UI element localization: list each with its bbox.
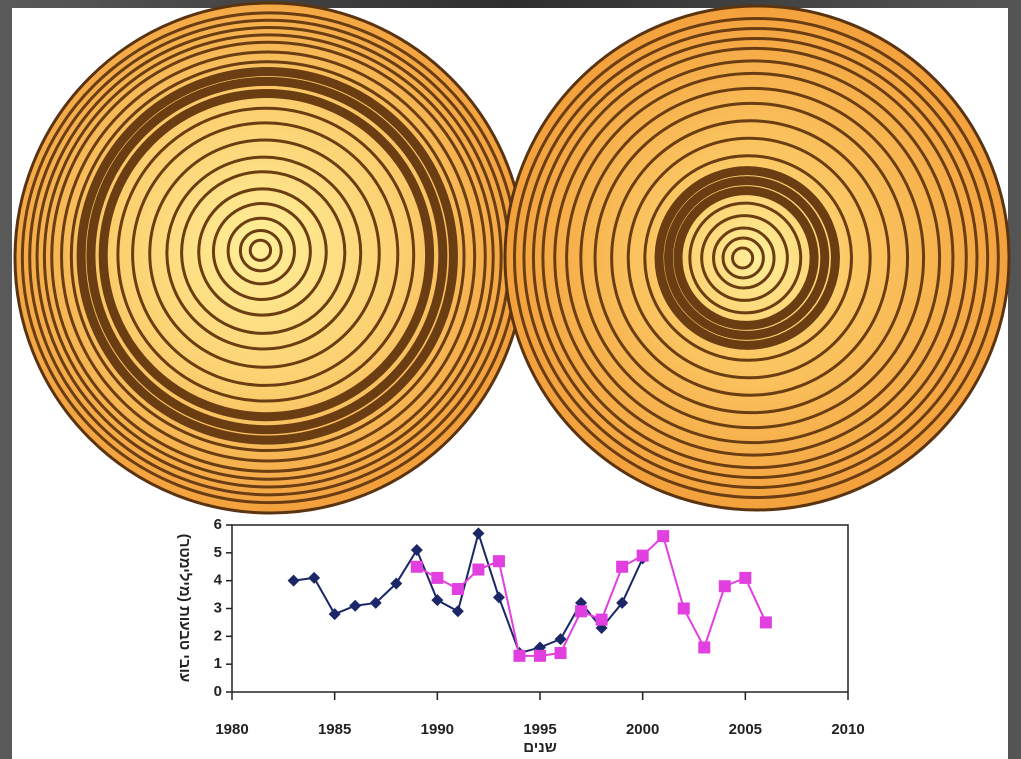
marker	[657, 530, 669, 542]
x-tick-label: 1980	[215, 721, 248, 738]
x-axis-label: שנים	[523, 739, 557, 756]
marker	[760, 616, 772, 628]
y-tick-label: 1	[214, 655, 222, 672]
marker	[616, 561, 628, 573]
y-tick-label: 4	[214, 572, 223, 589]
x-tick-label: 2000	[626, 721, 659, 738]
marker	[493, 555, 505, 567]
x-tick-label: 1990	[421, 721, 454, 738]
marker	[575, 605, 587, 617]
plot-area	[232, 525, 848, 692]
marker	[698, 641, 710, 653]
marker	[719, 580, 731, 592]
chart: שנים עובי טבעות (מילימטר) 0 1 2 3 4 5 6 1980 198…	[0, 0, 1021, 759]
y-tick-label: 3	[214, 599, 222, 616]
marker	[596, 614, 608, 626]
x-tick-label: 2005	[729, 721, 762, 738]
y-axis-label: עובי טבעות (מילימטר)	[176, 534, 193, 683]
marker	[411, 561, 423, 573]
page: שנים עובי טבעות (מילימטר) 0 1 2 3 4 5 6 1980 198…	[0, 0, 1021, 759]
marker	[555, 647, 567, 659]
x-tick-label: 1995	[523, 721, 556, 738]
marker	[513, 650, 525, 662]
x-tick-label: 1985	[318, 721, 351, 738]
y-tick-label: 2	[214, 627, 222, 644]
y-tick-label: 0	[214, 683, 222, 700]
marker	[431, 572, 443, 584]
marker	[678, 603, 690, 615]
y-tick-label: 6	[214, 516, 222, 533]
marker	[472, 564, 484, 576]
marker	[534, 650, 546, 662]
marker	[739, 572, 751, 584]
marker	[637, 550, 649, 562]
y-tick-label: 5	[214, 544, 222, 561]
x-tick-label: 2010	[831, 721, 864, 738]
marker	[452, 583, 464, 595]
